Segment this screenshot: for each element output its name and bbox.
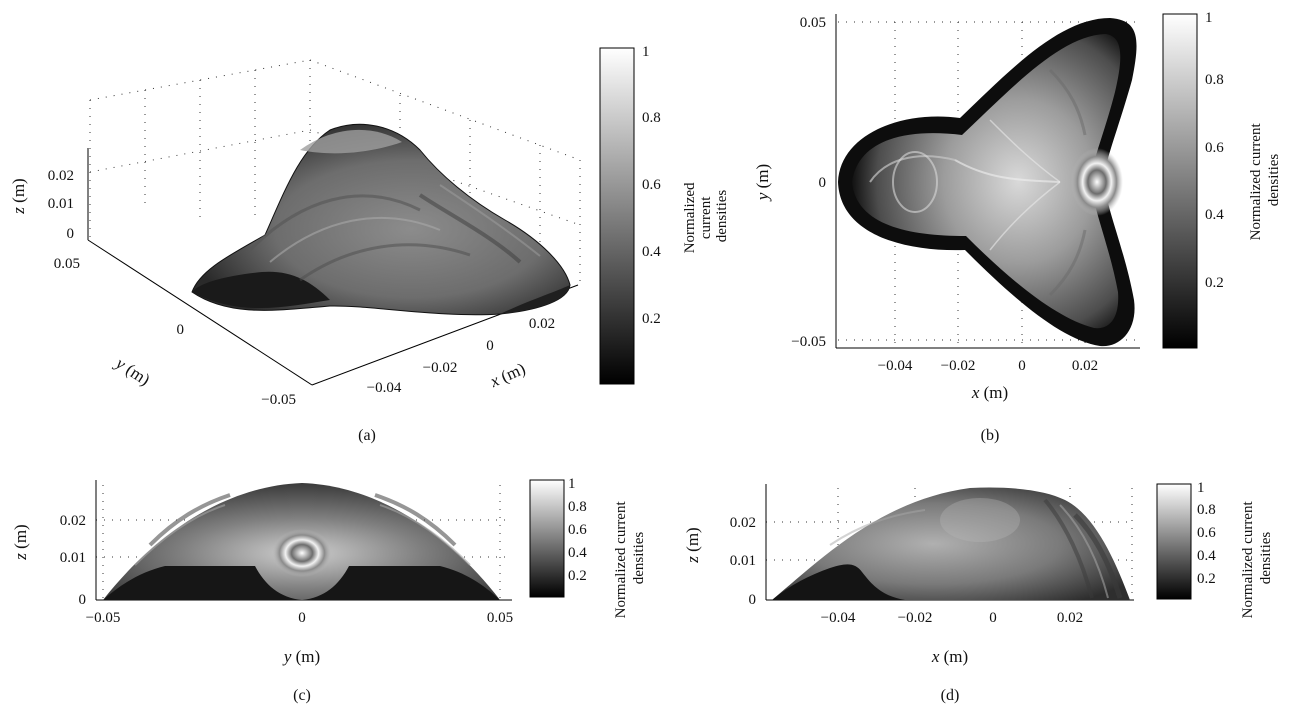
panel-a-x-ticks: −0.04 −0.02 0 0.02 <box>367 316 555 396</box>
panel-b-x-tick-2: 0 <box>1018 358 1026 374</box>
panel-a-x-label: x (m) <box>486 359 528 392</box>
panel-b-x-ticks: −0.04 −0.02 0 0.02 <box>878 358 1098 374</box>
panel-d-x-tick-0: −0.04 <box>821 610 856 626</box>
panel-d-colorbar-label: Normalized current densities <box>1240 498 1274 619</box>
panel-c-cb-tick-3: 0.4 <box>568 545 587 561</box>
panel-d-x-ticks: −0.04 −0.02 0 0.02 <box>821 610 1083 626</box>
panel-d-cb-tick-0: 1 <box>1197 480 1205 496</box>
panel-d-colorbar: 1 0.8 0.6 0.4 0.2 Normalized current den… <box>1156 480 1274 619</box>
panel-a-z-label: z (m) <box>9 178 28 214</box>
panel-b-caption: (b) <box>981 427 1000 444</box>
panel-a-y-tick-1: 0 <box>177 322 185 338</box>
panel-b-colorbar-label: Normalized current densities <box>1248 120 1282 241</box>
panel-d-cb-tick-1: 0.8 <box>1197 502 1216 518</box>
panel-b-cb-tick-4: 0.2 <box>1205 275 1224 291</box>
panel-c-y-ticks: 0.02 0.01 0 <box>60 513 86 608</box>
panel-a-x-tick-1: −0.02 <box>423 360 458 376</box>
panel-c-x-tick-0: −0.05 <box>86 610 121 626</box>
panel-a-z-tick-1: 0.01 <box>48 196 74 212</box>
panel-a-cb-tick-0: 1 <box>642 44 650 60</box>
panel-c-surface <box>103 483 500 600</box>
panel-b-cb-tick-3: 0.4 <box>1205 207 1224 223</box>
panel-c-cb-tick-2: 0.6 <box>568 522 587 538</box>
panel-a-y-tick-0: 0.05 <box>54 256 80 272</box>
panel-d-y-tick-2: 0 <box>749 592 757 608</box>
panel-a-cb-tick-2: 0.6 <box>642 177 661 193</box>
panel-c-x-tick-2: 0.05 <box>487 610 513 626</box>
panel-b-colorbar: 1 0.8 0.6 0.4 0.2 Normalized current den… <box>1162 10 1282 349</box>
panel-a-x-tick-2: 0 <box>486 338 494 354</box>
panel-c-colorbar-label: Normalized current densities <box>613 498 647 619</box>
panel-c-y-tick-2: 0 <box>79 592 87 608</box>
panel-c-y-tick-1: 0.01 <box>60 550 86 566</box>
panel-d-x-tick-2: 0 <box>989 610 997 626</box>
panel-c-colorbar-bar <box>529 479 565 598</box>
panel-a-y-label: y (m) <box>111 352 154 389</box>
panel-b-y-ticks: 0.05 0 −0.05 <box>791 15 826 350</box>
panel-a-y-axis <box>87 239 313 386</box>
panel-c-y-label: z (m) <box>11 524 30 560</box>
panel-a-y-tick-2: −0.05 <box>261 392 296 408</box>
panel-a-z-ticks: 0.02 0.01 0 <box>48 168 74 242</box>
panel-a-z-tick-0: 0.02 <box>48 168 74 184</box>
panel-b: 0.05 0 −0.05 y (m) −0.04 −0.02 0 0.02 x … <box>753 10 1282 444</box>
panel-d: 0.02 0.01 0 z (m) −0.04 −0.02 0 0.02 x (… <box>683 480 1274 704</box>
panel-d-x-tick-1: −0.02 <box>898 610 933 626</box>
panel-c-x-label: y (m) <box>282 647 320 666</box>
panel-a-colorbar: 1 0.8 0.6 0.4 0.2 Normalized current den… <box>599 44 730 385</box>
panel-b-colorbar-bar <box>1162 13 1198 349</box>
panel-b-hotspot <box>1071 148 1123 216</box>
panel-a-x-tick-0: −0.04 <box>367 380 402 396</box>
panel-a-x-tick-3: 0.02 <box>529 316 555 332</box>
panel-b-y-tick-1: 0 <box>819 175 827 191</box>
panel-a-caption: (a) <box>358 427 376 444</box>
panel-d-y-label: z (m) <box>683 527 702 563</box>
panel-d-cb-tick-4: 0.2 <box>1197 571 1216 587</box>
panel-c-cb-tick-1: 0.8 <box>568 499 587 515</box>
panel-d-cb-tick-3: 0.4 <box>1197 548 1216 564</box>
panel-d-cb-tick-2: 0.6 <box>1197 525 1216 541</box>
panel-d-y-tick-1: 0.01 <box>730 553 756 569</box>
panel-c-y-tick-0: 0.02 <box>60 513 86 529</box>
panel-b-cb-tick-2: 0.6 <box>1205 140 1224 156</box>
panel-b-cb-tick-1: 0.8 <box>1205 72 1224 88</box>
panel-a-colorbar-label: Normalized current densities <box>682 179 730 254</box>
panel-a-cb-tick-3: 0.4 <box>642 244 661 260</box>
panel-b-x-tick-3: 0.02 <box>1072 358 1098 374</box>
panel-d-x-tick-3: 0.02 <box>1057 610 1083 626</box>
panel-a-z-tick-2: 0 <box>67 226 75 242</box>
panel-b-cb-tick-0: 1 <box>1205 10 1213 26</box>
panel-a-y-ticks: 0.05 0 −0.05 <box>54 256 296 408</box>
panel-b-x-label: x (m) <box>971 383 1008 402</box>
panel-d-colorbar-bar <box>1156 483 1192 600</box>
panel-c: 0.02 0.01 0 z (m) −0.05 0 0.05 y (m) 1 0… <box>11 476 647 704</box>
panel-c-caption: (c) <box>293 687 311 704</box>
panel-c-x-tick-1: 0 <box>298 610 306 626</box>
panel-a-colorbar-bar <box>599 47 635 385</box>
panel-c-colorbar: 1 0.8 0.6 0.4 0.2 Normalized current den… <box>529 476 647 619</box>
panel-d-surface <box>772 487 1130 600</box>
panel-a-surface <box>191 123 571 316</box>
panel-d-y-tick-0: 0.02 <box>730 515 756 531</box>
panel-b-surface <box>838 18 1137 347</box>
panel-a-cb-tick-4: 0.2 <box>642 311 661 327</box>
panel-b-x-tick-1: −0.02 <box>941 358 976 374</box>
panel-d-x-label: x (m) <box>931 647 968 666</box>
panel-b-y-label: y (m) <box>753 164 772 202</box>
panel-a: 0.02 0.01 0 z (m) 0.05 0 −0.05 y (m) −0.… <box>9 44 730 444</box>
panel-b-x-tick-0: −0.04 <box>878 358 913 374</box>
panel-c-cb-tick-0: 1 <box>568 476 576 492</box>
panel-b-y-tick-2: −0.05 <box>791 334 826 350</box>
panel-a-cb-tick-1: 0.8 <box>642 110 661 126</box>
panel-c-x-ticks: −0.05 0 0.05 <box>86 610 513 626</box>
panel-d-y-ticks: 0.02 0.01 0 <box>730 515 756 608</box>
panel-d-caption: (d) <box>941 687 960 704</box>
panel-b-y-tick-0: 0.05 <box>800 15 826 31</box>
panel-c-cb-tick-4: 0.2 <box>568 568 587 584</box>
